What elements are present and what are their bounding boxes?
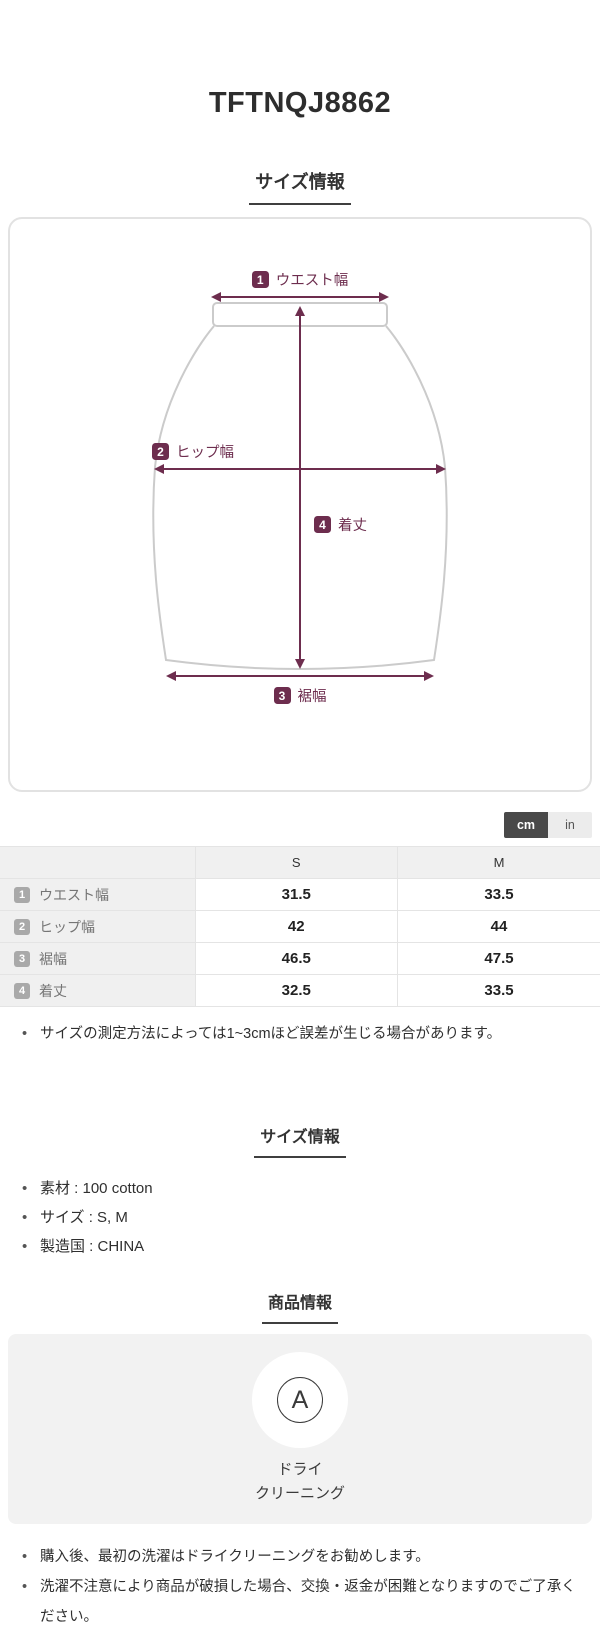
info-section-heading: サイズ情報	[254, 1123, 346, 1158]
size-section-heading: サイズ情報	[249, 168, 350, 205]
cell-value: 32.5	[195, 975, 398, 1007]
cell-value: 47.5	[398, 943, 600, 975]
waist-label-text: ウエスト幅	[276, 269, 349, 290]
table-row: 3 裾幅 46.5 47.5	[0, 943, 600, 975]
care-symbol-background: A	[252, 1352, 348, 1448]
dry-clean-icon: A	[277, 1377, 323, 1423]
measurement-note-list: サイズの測定方法によっては1~3cmほど誤差が生じる場合があります。	[20, 1023, 580, 1045]
row-badge: 4	[14, 983, 30, 999]
hem-arrow	[166, 671, 434, 681]
list-item: 購入後、最初の洗濯はドライクリーニングをお勧めします。	[20, 1542, 580, 1572]
waist-badge: 1	[252, 271, 269, 288]
size-table-col-m: M	[398, 847, 600, 879]
size-table-col-s: S	[195, 847, 398, 879]
cell-value: 44	[398, 911, 600, 943]
length-badge: 4	[314, 516, 331, 533]
list-item: 洗濯不注意により商品が破損した場合、交換・返金が困難となりますのでご了承ください…	[20, 1572, 580, 1632]
length-arrow	[295, 306, 305, 669]
table-row: 4 着丈 32.5 33.5	[0, 975, 600, 1007]
hem-label-text: 裾幅	[298, 685, 327, 706]
product-section-heading: 商品情報	[262, 1289, 338, 1324]
measurement-note: サイズの測定方法によっては1~3cmほど誤差が生じる場合があります。	[20, 1023, 580, 1045]
cell-value: 46.5	[195, 943, 398, 975]
unit-toggle: cm in	[8, 812, 592, 838]
hip-measure-label: 2 ヒップ幅	[152, 441, 234, 462]
row-badge: 2	[14, 919, 30, 935]
cell-value: 33.5	[398, 879, 600, 911]
unit-in-button[interactable]: in	[548, 812, 592, 838]
row-label-text: ウエスト幅	[39, 885, 109, 905]
info-section-heading-wrap: サイズ情報	[0, 1123, 600, 1158]
row-label-text: 着丈	[39, 981, 67, 1001]
care-notes-list: 購入後、最初の洗濯はドライクリーニングをお勧めします。 洗濯不注意により商品が破…	[20, 1542, 580, 1632]
care-label-line1: ドライ	[255, 1458, 345, 1482]
size-diagram-panel: 1 ウエスト幅 2 ヒップ幅 4 着丈 3 裾幅	[8, 217, 592, 792]
length-label-text: 着丈	[338, 514, 367, 535]
length-measure-label: 4 着丈	[314, 514, 367, 535]
row-badge: 3	[14, 951, 30, 967]
table-row: 2 ヒップ幅 42 44	[0, 911, 600, 943]
cell-value: 31.5	[195, 879, 398, 911]
info-list: 素材 : 100 cotton サイズ : S, M 製造国 : CHINA	[20, 1174, 580, 1261]
size-table-header-row: S M	[0, 847, 600, 879]
row-badge: 1	[14, 887, 30, 903]
cell-value: 33.5	[398, 975, 600, 1007]
page-title: TFTNQJ8862	[0, 86, 600, 120]
cell-value: 42	[195, 911, 398, 943]
product-section-heading-wrap: 商品情報	[0, 1289, 600, 1324]
size-table: S M 1 ウエスト幅 31.5 33.5 2 ヒップ幅 42 44 3 裾幅 …	[0, 846, 600, 1007]
list-item: 製造国 : CHINA	[20, 1232, 580, 1261]
care-symbol-label: ドライ クリーニング	[255, 1458, 345, 1506]
hip-label-text: ヒップ幅	[176, 441, 234, 462]
size-table-corner-cell	[0, 847, 195, 879]
row-label-text: ヒップ幅	[39, 917, 95, 937]
list-item: サイズ : S, M	[20, 1203, 580, 1232]
care-instructions-box: A ドライ クリーニング	[8, 1334, 592, 1524]
care-label-line2: クリーニング	[255, 1482, 345, 1506]
hem-measure-label: 3 裾幅	[10, 685, 590, 706]
hip-badge: 2	[152, 443, 169, 460]
waist-measure-label: 1 ウエスト幅	[10, 269, 590, 290]
table-row: 1 ウエスト幅 31.5 33.5	[0, 879, 600, 911]
unit-cm-button[interactable]: cm	[504, 812, 548, 838]
waist-arrow	[211, 292, 389, 302]
hem-badge: 3	[274, 687, 291, 704]
row-label-text: 裾幅	[39, 949, 67, 969]
size-section-heading-wrap: サイズ情報	[0, 168, 600, 205]
list-item: 素材 : 100 cotton	[20, 1174, 580, 1203]
